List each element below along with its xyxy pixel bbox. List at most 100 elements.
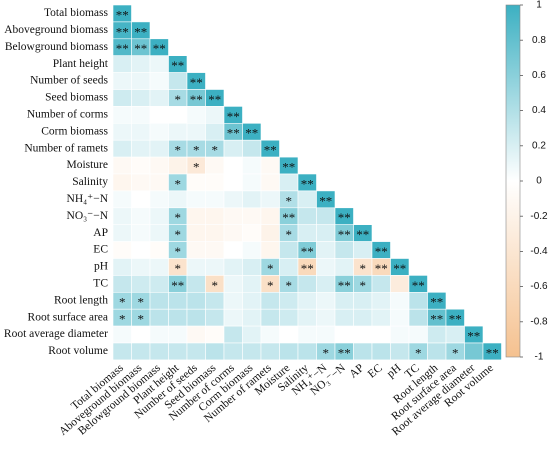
row-label: pH [94,261,108,273]
significance-label: ** [116,24,129,39]
significance-label: ** [171,58,184,73]
heatmap-cell [242,342,262,361]
significance-label: ** [412,278,425,293]
heatmap-cell [112,190,132,209]
significance-label: * [138,295,145,310]
heatmap-cell [316,258,336,276]
significance-label: ** [301,261,314,276]
significance-label: ** [301,176,314,191]
heatmap-cell [168,291,188,310]
heatmap-cell [186,224,206,242]
heatmap-cell [279,291,299,310]
heatmap-cell [205,106,225,124]
significance-label: ** [153,41,166,56]
colorbar [505,4,521,358]
significance-label: * [175,210,182,225]
heatmap-cell [223,156,243,175]
column-label: Aboveground biomass [57,362,145,438]
heatmap-cell [297,342,317,361]
colorbar-tick-label: 0.2 [532,140,546,151]
heatmap-cell [131,156,151,175]
heatmap-cell [260,173,280,192]
significance-label: * [175,261,182,276]
significance-label: ** [282,160,295,175]
heatmap-cell [316,224,336,242]
significance-label: ** [338,345,351,360]
heatmap-cell [297,291,317,310]
heatmap-cell [297,190,317,209]
row-label: Seed biomass [45,92,108,104]
heatmap-cell [316,291,336,310]
heatmap-cell [427,342,447,361]
heatmap-cell [112,241,132,259]
heatmap-cell [131,325,151,344]
heatmap-cell [168,308,188,327]
colorbar-tick-label: -0.8 [530,316,548,327]
significance-label: * [323,345,330,360]
heatmap-cell [186,342,206,361]
heatmap-cell [186,241,206,259]
significance-label: * [286,278,293,293]
significance-label: ** [486,345,499,360]
heatmap-cell [297,325,317,344]
heatmap-cell [131,258,151,276]
row-label: Belowground biomass [5,41,109,53]
significance-label: * [175,227,182,242]
heatmap-cell [353,291,373,310]
heatmap-cell [131,139,151,158]
row-label: Moisture [66,159,108,171]
heatmap-cell [112,275,132,293]
heatmap-cell [205,325,225,344]
significance-label: ** [171,278,184,293]
heatmap-cell [371,291,391,310]
heatmap-cell [205,123,225,141]
row-label: Aboveground biomass [4,24,108,36]
heatmap-cell [316,241,336,259]
row-label: Plant height [53,58,109,70]
heatmap-cell [149,275,169,293]
heatmap-cell [186,173,206,192]
heatmap-cell [186,123,206,141]
row-label: NO₃⁻−N [67,210,109,222]
heatmap-cell [149,224,169,242]
colorbar-tick-label: -1 [535,352,544,363]
heatmap-cell [149,173,169,192]
significance-label: ** [227,109,240,124]
row-label: Root surface area [28,311,108,323]
significance-label: * [286,227,293,242]
heatmap-cell [316,325,336,344]
heatmap-cell [279,258,299,276]
significance-label: ** [449,312,462,327]
heatmap-cell [131,89,151,107]
heatmap-cell [149,139,169,158]
heatmap-cell [242,241,262,259]
heatmap-cell [149,123,169,141]
row-label: Number of ramets [24,142,108,154]
heatmap-cell [242,190,262,209]
colorbar-tick-label: -0.6 [530,281,548,292]
heatmap-cell [205,241,225,259]
heatmap-cell [186,207,206,226]
heatmap-cell [242,156,262,175]
heatmap-cell [131,224,151,242]
heatmap-cell [223,207,243,226]
significance-label: * [193,143,200,158]
significance-label: ** [227,126,240,141]
heatmap-cell [223,308,243,327]
heatmap-cell [260,308,280,327]
heatmap-cell [149,241,169,259]
heatmap-cell [205,156,225,175]
heatmap-cell [112,173,132,192]
heatmap-cell [112,342,132,361]
row-label: Root volume [48,345,108,357]
significance-label: * [175,92,182,107]
significance-label: ** [134,41,147,56]
heatmap-cell [112,55,132,73]
heatmap-cell [260,342,280,361]
significance-label: ** [338,210,351,225]
heatmap-cell [371,308,391,327]
row-label: Root length [54,294,108,306]
significance-label: ** [116,7,129,22]
colorbar-tick-label: 1 [536,0,542,11]
